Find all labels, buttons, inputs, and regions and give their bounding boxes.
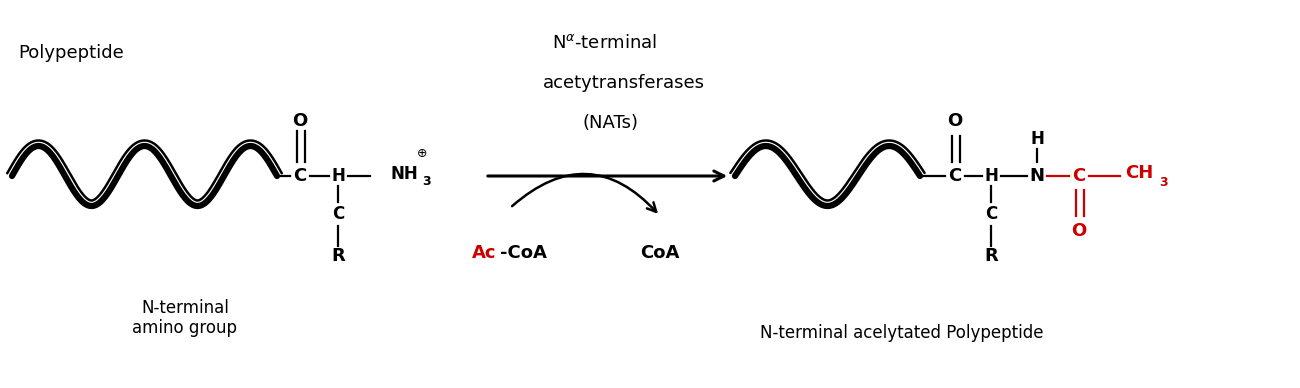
Text: NH: NH xyxy=(390,165,417,183)
Text: C: C xyxy=(985,205,997,223)
Text: 3: 3 xyxy=(1160,177,1167,189)
Text: R: R xyxy=(984,247,998,265)
Text: (NATs): (NATs) xyxy=(582,114,638,132)
Text: 3: 3 xyxy=(422,175,430,189)
Text: O: O xyxy=(948,112,962,130)
Text: C: C xyxy=(332,205,344,223)
Text: O: O xyxy=(1071,222,1087,240)
Text: O: O xyxy=(292,112,308,130)
Text: H: H xyxy=(1030,130,1044,148)
Text: CoA: CoA xyxy=(640,244,680,262)
Text: R: R xyxy=(332,247,344,265)
Text: ⊕: ⊕ xyxy=(417,147,428,161)
Text: -CoA: -CoA xyxy=(500,244,547,262)
Text: C: C xyxy=(1072,167,1086,185)
Text: C: C xyxy=(949,167,962,185)
Text: N$^{\alpha}$-terminal: N$^{\alpha}$-terminal xyxy=(552,34,658,52)
Text: N-terminal acelytated Polypeptide: N-terminal acelytated Polypeptide xyxy=(760,324,1044,342)
Text: C: C xyxy=(294,167,307,185)
Text: N: N xyxy=(1030,167,1044,185)
Text: acetytransferases: acetytransferases xyxy=(542,74,705,92)
Text: N-terminal
amino group: N-terminal amino group xyxy=(133,299,238,338)
Text: H: H xyxy=(984,167,998,185)
Text: Polypeptide: Polypeptide xyxy=(18,44,124,62)
Text: H: H xyxy=(332,167,344,185)
Text: CH: CH xyxy=(1124,164,1153,182)
Text: Ac: Ac xyxy=(472,244,497,262)
